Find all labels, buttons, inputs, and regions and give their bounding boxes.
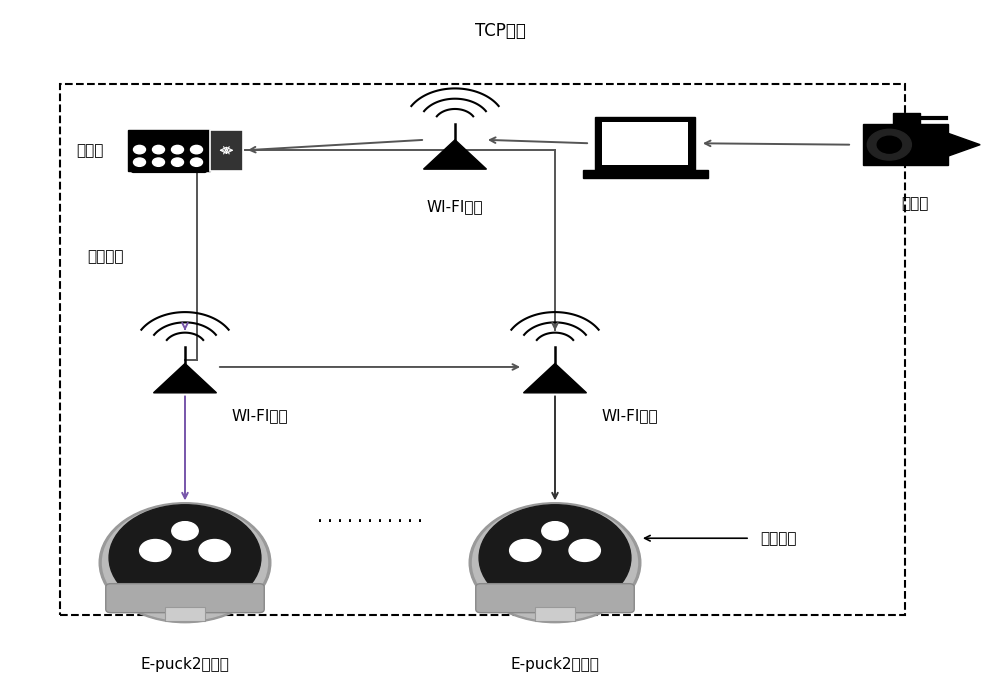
Circle shape bbox=[152, 158, 164, 166]
FancyBboxPatch shape bbox=[893, 113, 920, 124]
Polygon shape bbox=[948, 134, 980, 156]
FancyBboxPatch shape bbox=[602, 122, 688, 164]
Text: 摄像头: 摄像头 bbox=[901, 196, 929, 212]
Circle shape bbox=[190, 158, 202, 166]
Text: WI-FI模块: WI-FI模块 bbox=[427, 199, 483, 214]
Circle shape bbox=[172, 521, 198, 540]
FancyBboxPatch shape bbox=[582, 169, 708, 178]
Polygon shape bbox=[424, 140, 487, 169]
FancyBboxPatch shape bbox=[535, 607, 575, 621]
Circle shape bbox=[473, 505, 638, 621]
Text: 路由器: 路由器 bbox=[76, 143, 104, 158]
Text: E-puck2机器人: E-puck2机器人 bbox=[141, 656, 229, 672]
Text: E-puck2机器人: E-puck2机器人 bbox=[511, 656, 599, 672]
Circle shape bbox=[479, 505, 631, 611]
Circle shape bbox=[99, 503, 271, 623]
Text: WI-FI模块: WI-FI模块 bbox=[602, 408, 658, 424]
FancyBboxPatch shape bbox=[128, 130, 210, 171]
Circle shape bbox=[867, 129, 911, 160]
Circle shape bbox=[103, 505, 268, 621]
Text: WI-FI模块: WI-FI模块 bbox=[232, 408, 288, 424]
Polygon shape bbox=[154, 363, 216, 393]
Circle shape bbox=[172, 145, 184, 154]
Circle shape bbox=[152, 145, 164, 154]
Circle shape bbox=[877, 136, 901, 153]
Circle shape bbox=[199, 540, 230, 561]
FancyBboxPatch shape bbox=[595, 117, 695, 169]
FancyBboxPatch shape bbox=[863, 124, 948, 165]
Circle shape bbox=[569, 540, 600, 561]
Circle shape bbox=[510, 540, 541, 561]
Circle shape bbox=[140, 540, 171, 561]
FancyBboxPatch shape bbox=[210, 130, 242, 171]
Circle shape bbox=[190, 145, 202, 154]
Circle shape bbox=[542, 521, 568, 540]
FancyBboxPatch shape bbox=[106, 584, 264, 612]
Text: TCP通信: TCP通信 bbox=[475, 22, 525, 41]
Text: 定位标签: 定位标签 bbox=[760, 531, 796, 546]
Polygon shape bbox=[524, 363, 586, 393]
Circle shape bbox=[134, 158, 146, 166]
FancyBboxPatch shape bbox=[165, 607, 205, 621]
Circle shape bbox=[109, 505, 261, 611]
Text: ...........: ........... bbox=[315, 508, 425, 526]
Text: 控制信号: 控制信号 bbox=[87, 250, 123, 264]
Circle shape bbox=[134, 145, 146, 154]
Circle shape bbox=[469, 503, 641, 623]
FancyBboxPatch shape bbox=[476, 584, 634, 612]
Circle shape bbox=[172, 158, 184, 166]
